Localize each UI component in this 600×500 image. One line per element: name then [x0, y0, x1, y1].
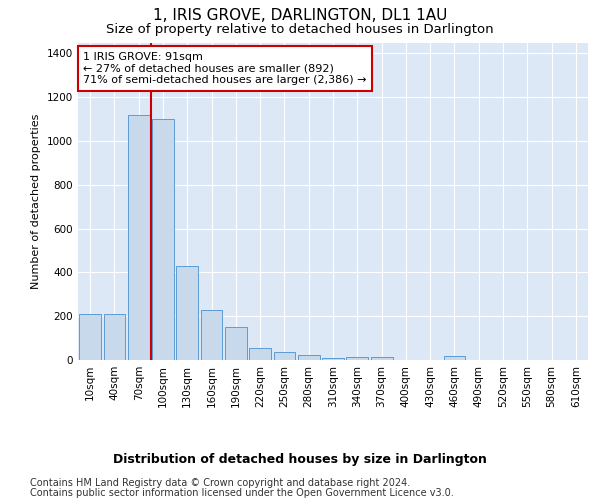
- Bar: [371, 356, 392, 360]
- Bar: [298, 354, 320, 360]
- Bar: [249, 348, 271, 360]
- Text: Contains public sector information licensed under the Open Government Licence v3: Contains public sector information licen…: [30, 488, 454, 498]
- Text: 1 IRIS GROVE: 91sqm
← 27% of detached houses are smaller (892)
71% of semi-detac: 1 IRIS GROVE: 91sqm ← 27% of detached ho…: [83, 52, 367, 85]
- Text: Size of property relative to detached houses in Darlington: Size of property relative to detached ho…: [106, 22, 494, 36]
- Bar: [346, 356, 368, 360]
- Bar: [152, 119, 174, 360]
- Bar: [79, 314, 101, 360]
- Text: Contains HM Land Registry data © Crown copyright and database right 2024.: Contains HM Land Registry data © Crown c…: [30, 478, 410, 488]
- Bar: [225, 327, 247, 360]
- Bar: [176, 266, 198, 360]
- Y-axis label: Number of detached properties: Number of detached properties: [31, 114, 41, 289]
- Bar: [128, 115, 149, 360]
- Text: 1, IRIS GROVE, DARLINGTON, DL1 1AU: 1, IRIS GROVE, DARLINGTON, DL1 1AU: [153, 8, 447, 22]
- Text: Distribution of detached houses by size in Darlington: Distribution of detached houses by size …: [113, 452, 487, 466]
- Bar: [443, 356, 466, 360]
- Bar: [322, 358, 344, 360]
- Bar: [200, 310, 223, 360]
- Bar: [104, 314, 125, 360]
- Bar: [274, 352, 295, 360]
